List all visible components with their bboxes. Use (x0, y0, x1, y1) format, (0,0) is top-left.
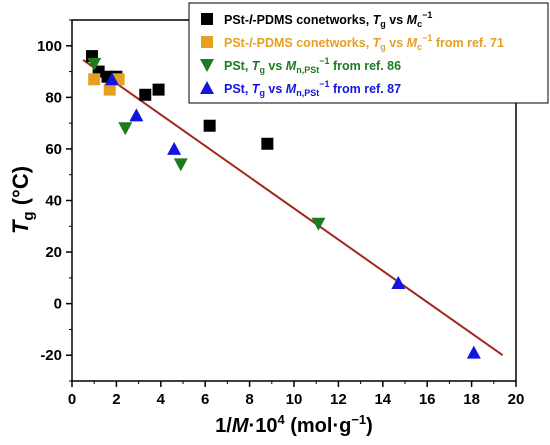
legend-marker (201, 13, 213, 25)
legend-item: PSt-l-PDMS conetworks, Tg vs Mc−1 from r… (201, 33, 504, 52)
data-point (87, 57, 102, 71)
legend-item: PSt-l-PDMS conetworks, Tg vs Mc−1 (201, 10, 432, 29)
legend-marker (200, 81, 214, 94)
legend-label: PSt, Tg vs Mn,PSt−1 from ref. 86 (224, 56, 401, 75)
linear-fit-line (82, 59, 504, 357)
data-point (167, 141, 182, 155)
legend-label: PSt-l-PDMS conetworks, Tg vs Mc−1 (224, 10, 432, 29)
data-point (261, 137, 274, 150)
legend-item: PSt, Tg vs Mn,PSt−1 from ref. 87 (200, 79, 401, 98)
data-point (152, 83, 165, 96)
data-point (466, 345, 481, 359)
x-tick-label: 20 (508, 391, 525, 408)
y-axis-ticks: -20 0 20 40 60 80 100 (37, 19, 72, 382)
y-tick-label: 40 (45, 193, 62, 210)
x-tick-label: 4 (157, 391, 166, 408)
y-tick-label: 80 (45, 89, 62, 106)
legend: PSt-l-PDMS conetworks, Tg vs Mc−1 PSt-l-P… (188, 2, 549, 104)
y-axis-title: Tg (°C) (8, 166, 37, 234)
x-tick-label: 2 (112, 391, 120, 408)
x-tick-label: 14 (374, 391, 391, 408)
series-4 (104, 72, 481, 359)
legend-items: PSt-l-PDMS conetworks, Tg vs Mc−1 PSt-l-P… (200, 10, 504, 98)
x-tick-label: 6 (201, 391, 209, 408)
y-tick-label: -20 (40, 347, 62, 364)
data-point (173, 158, 188, 172)
legend-marker (200, 59, 214, 72)
legend-box (188, 2, 549, 104)
y-tick-label: 20 (45, 244, 62, 261)
series-3 (87, 57, 326, 231)
data-point (104, 72, 119, 86)
data-point (88, 73, 101, 86)
data-point (118, 122, 133, 136)
series-2 (88, 73, 125, 96)
data-point (203, 119, 216, 132)
x-axis-title: 1/M·104 (mol·g−1) (215, 412, 373, 437)
data-point (103, 83, 116, 96)
legend-label: PSt, Tg vs Mn,PSt−1 from ref. 87 (224, 79, 401, 98)
x-axis-ticks: 0 2 4 6 8 10 12 14 16 18 20 (68, 381, 525, 408)
y-tick-label: 0 (54, 296, 62, 313)
legend-label: PSt-l-PDMS conetworks, Tg vs Mc−1 from r… (224, 33, 504, 52)
x-tick-label: 10 (286, 391, 303, 408)
x-tick-label: 12 (330, 391, 347, 408)
x-tick-label: 0 (68, 391, 76, 408)
y-tick-label: 60 (45, 141, 62, 158)
y-tick-label: 100 (37, 38, 62, 55)
data-point (391, 276, 406, 290)
x-tick-label: 16 (419, 391, 436, 408)
data-point (129, 108, 144, 122)
data-point (139, 88, 152, 101)
data-points (85, 50, 481, 359)
x-tick-label: 8 (245, 391, 253, 408)
data-point (311, 217, 326, 231)
legend-marker (201, 36, 213, 48)
x-tick-label: 18 (463, 391, 480, 408)
legend-item: PSt, Tg vs Mn,PSt−1 from ref. 86 (200, 56, 401, 75)
